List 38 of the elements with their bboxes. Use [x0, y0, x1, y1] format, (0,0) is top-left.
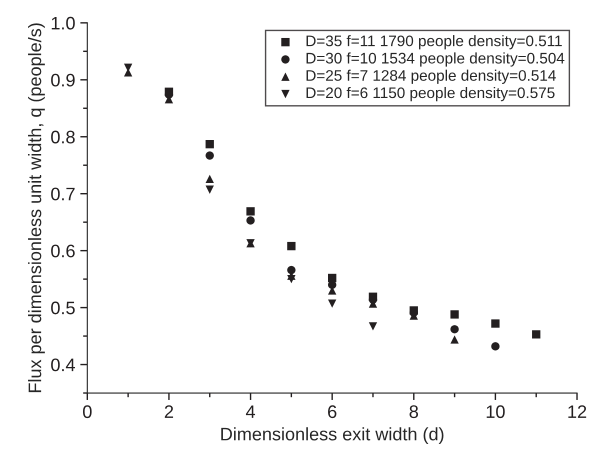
y-axis-title: Flux per dimensionless unit width, q (people/s): [28, 23, 45, 392]
x-tick-label: 4: [246, 405, 256, 418]
x-tick-label: 0: [83, 405, 92, 418]
y-tick-label: 0.6: [51, 244, 75, 258]
x-tick-label: 10: [486, 405, 505, 418]
point: [532, 330, 540, 339]
point: [491, 342, 500, 350]
x-tick-label: 8: [410, 405, 418, 418]
y-tick-label: 0.9: [51, 74, 75, 87]
y-tick-label: 0.4: [51, 358, 75, 372]
point: [287, 242, 296, 250]
point: [206, 151, 214, 160]
y-tick-label: 0.8: [51, 130, 75, 144]
point: [206, 140, 214, 148]
x-tick-label: 2: [164, 405, 174, 418]
y-tick-label: 0.7: [51, 188, 75, 200]
point: [450, 310, 459, 319]
point: [450, 325, 459, 334]
y-tick-label: 0.5: [51, 302, 75, 314]
x-axis-title: Dimensionless exit width (d): [221, 427, 444, 444]
point: [246, 207, 255, 216]
point: [450, 335, 459, 344]
legend-label: D=30 f=10 1534 people density=0.504: [306, 52, 564, 67]
point: [206, 186, 214, 194]
point: [287, 266, 296, 274]
point: [246, 216, 255, 225]
point: [328, 299, 336, 308]
legend-label: D=20 f=6 1150 people density=0.575: [306, 86, 555, 102]
y-tick-label: 1.0: [52, 16, 75, 30]
point: [368, 322, 378, 331]
point: [206, 174, 214, 184]
x-tick-label: 12: [568, 405, 586, 418]
point: [287, 274, 296, 284]
point: [328, 274, 336, 282]
x-tick-label: 6: [328, 405, 336, 418]
point: [491, 319, 500, 328]
legend-label: D=25 f=7 1284 people density=0.514: [306, 70, 556, 84]
legend-label: D=35 f=11 1790 people density=0.511: [306, 35, 562, 50]
